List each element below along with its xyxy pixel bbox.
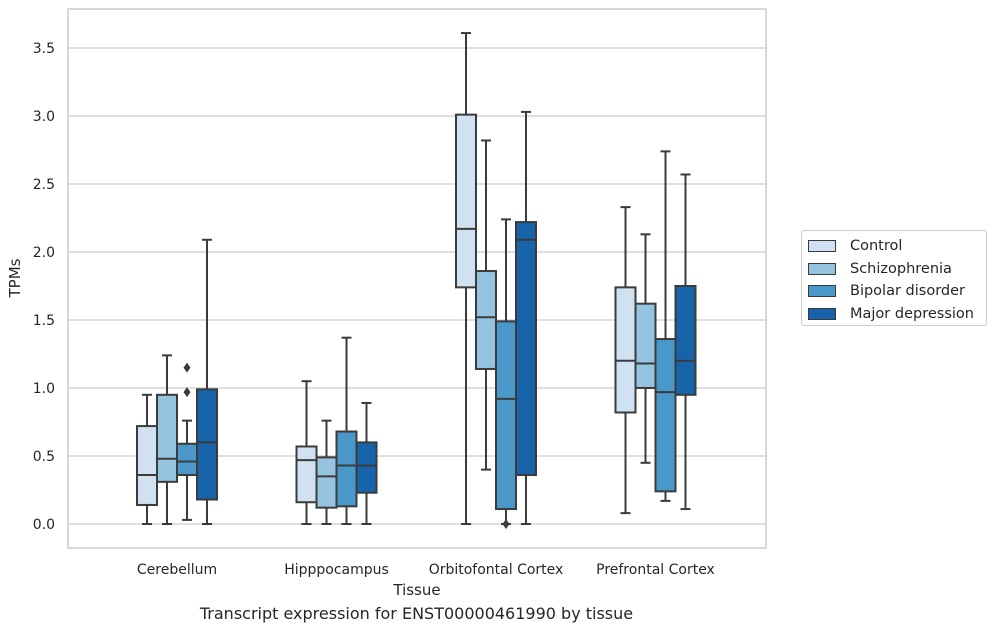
box — [674, 285, 697, 396]
box — [495, 320, 517, 511]
outlier-marker — [183, 387, 191, 398]
box-group — [156, 354, 178, 525]
box — [634, 302, 657, 389]
legend-item-schizophrenia: Schizophrenia — [808, 258, 980, 281]
x-tick-labels: Cerebellum Hipppocampus Orbitofontal Corte… — [137, 562, 715, 578]
box-group — [634, 233, 657, 464]
box-group — [515, 110, 537, 525]
box-group — [654, 150, 677, 502]
y-axis-title: TPMs — [6, 258, 24, 298]
box-group — [136, 393, 158, 525]
box-group — [196, 238, 218, 525]
box — [614, 286, 637, 414]
box — [136, 425, 158, 506]
box-group — [674, 173, 697, 511]
y-tick-labels: 0.0 0.5 1.0 1.5 2.0 2.5 3.0 3.5 — [33, 41, 55, 533]
y-tick-label: 3.0 — [33, 109, 55, 125]
box — [355, 441, 378, 494]
box — [196, 388, 218, 501]
y-tick-label: 3.5 — [33, 41, 55, 57]
box — [295, 445, 318, 504]
box — [475, 270, 497, 370]
legend-item-major-depression: Major depression — [808, 303, 980, 326]
legend-swatch-major-depression — [808, 307, 836, 320]
outlier-marker — [502, 519, 510, 529]
legend-swatch-control — [808, 240, 836, 253]
box — [654, 338, 677, 493]
legend-swatch-bipolar-disorder — [808, 285, 836, 298]
x-axis-title: Tissue — [392, 581, 440, 599]
box — [315, 456, 338, 509]
box-group — [355, 401, 378, 525]
box — [455, 113, 477, 289]
legend-swatch-schizophrenia — [808, 262, 836, 275]
box — [335, 430, 358, 508]
box — [156, 393, 178, 483]
legend-label-bipolar-disorder: Bipolar disorder — [850, 283, 965, 300]
chart-caption: Transcript expression for ENST0000046199… — [199, 604, 634, 623]
box-group — [176, 362, 198, 521]
outlier-marker — [183, 362, 191, 373]
plot-frame — [67, 8, 767, 549]
x-tick-label: Prefrontal Cortex — [596, 562, 715, 578]
y-tick-label: 1.5 — [33, 313, 55, 329]
box — [176, 442, 198, 477]
x-tick-label: Hipppocampus — [284, 562, 389, 578]
box — [515, 221, 537, 477]
box-group — [495, 218, 517, 529]
legend-item-bipolar-disorder: Bipolar disorder — [808, 280, 980, 303]
box-group — [335, 336, 358, 525]
legend-label-control: Control — [850, 238, 903, 255]
box-group — [475, 139, 497, 471]
y-tick-label: 2.5 — [33, 177, 55, 193]
box-group — [614, 206, 637, 515]
legend-label-major-depression: Major depression — [850, 305, 974, 322]
box-group — [315, 419, 338, 525]
legend-label-schizophrenia: Schizophrenia — [850, 260, 952, 277]
y-tick-label: 1.0 — [33, 381, 55, 397]
y-tick-label: 0.5 — [33, 449, 55, 465]
x-tick-label: Cerebellum — [137, 562, 217, 578]
box-plot-boxes — [136, 32, 697, 529]
legend-item-control: Control — [808, 235, 980, 258]
x-tick-label: Orbitofontal Cortex — [429, 562, 564, 578]
box-group — [455, 32, 477, 525]
y-tick-label: 2.0 — [33, 245, 55, 261]
box-group — [295, 380, 318, 525]
y-tick-label: 0.0 — [33, 517, 55, 533]
legend: Control Schizophrenia Bipolar disorder M… — [801, 230, 987, 326]
